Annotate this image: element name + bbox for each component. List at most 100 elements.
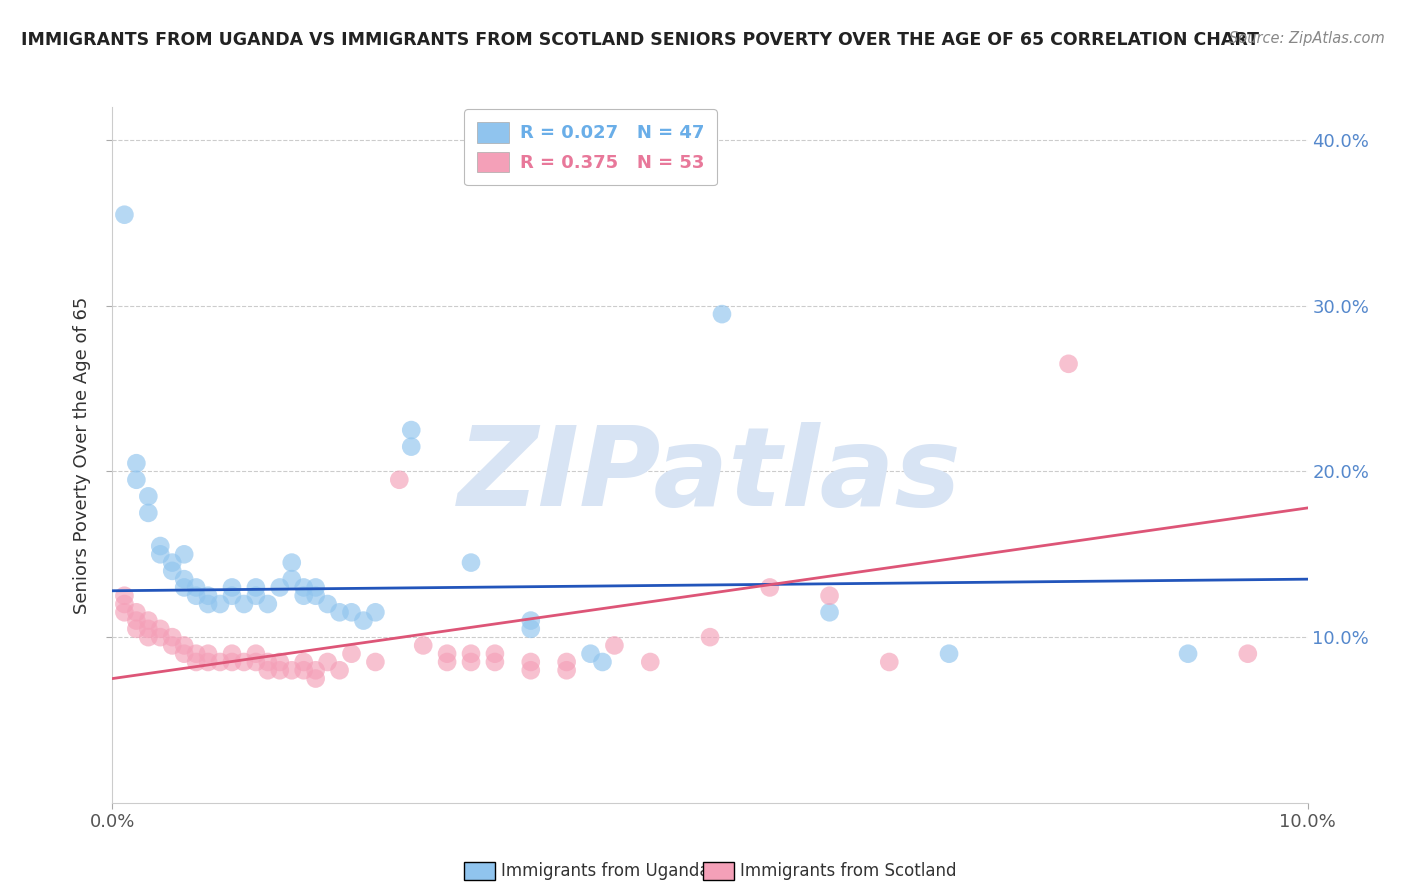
Point xyxy=(114,589,135,603)
Point xyxy=(162,564,183,578)
Point xyxy=(640,655,662,669)
Legend: R = 0.027   N = 47, R = 0.375   N = 53: R = 0.027 N = 47, R = 0.375 N = 53 xyxy=(464,109,717,186)
Point xyxy=(149,630,172,644)
Point xyxy=(138,614,160,628)
Point xyxy=(711,307,734,321)
Point xyxy=(292,655,315,669)
Point xyxy=(555,655,578,669)
Text: ZIPatlas: ZIPatlas xyxy=(458,422,962,529)
Point xyxy=(1057,357,1080,371)
Point xyxy=(520,663,543,677)
Point xyxy=(436,655,458,669)
Point xyxy=(173,581,195,595)
Point xyxy=(114,208,135,222)
Point xyxy=(257,655,280,669)
Point xyxy=(245,589,267,603)
Point xyxy=(257,597,280,611)
Point xyxy=(305,581,328,595)
Point xyxy=(460,655,482,669)
Point xyxy=(257,663,280,677)
Y-axis label: Seniors Poverty Over the Age of 65: Seniors Poverty Over the Age of 65 xyxy=(73,296,91,614)
Text: Immigrants from Scotland: Immigrants from Scotland xyxy=(740,863,956,880)
Point xyxy=(484,647,506,661)
Point xyxy=(305,663,328,677)
Point xyxy=(269,581,291,595)
Point xyxy=(162,630,183,644)
Point xyxy=(388,473,411,487)
Point xyxy=(162,556,183,570)
Point xyxy=(329,663,352,677)
Point xyxy=(401,423,423,437)
Point xyxy=(340,647,363,661)
Point xyxy=(316,655,339,669)
Point xyxy=(221,655,243,669)
Point xyxy=(592,655,614,669)
Point xyxy=(364,605,387,619)
Point xyxy=(555,663,578,677)
Point xyxy=(149,622,172,636)
Point xyxy=(460,556,482,570)
Point xyxy=(1237,647,1260,661)
Point xyxy=(138,489,160,503)
Point xyxy=(138,506,160,520)
Point xyxy=(162,639,183,653)
Point xyxy=(138,622,160,636)
Point xyxy=(186,647,208,661)
Point xyxy=(149,547,172,561)
Point xyxy=(759,581,782,595)
Point xyxy=(197,655,219,669)
Point xyxy=(197,597,219,611)
Point xyxy=(114,597,135,611)
Point xyxy=(938,647,960,661)
Point xyxy=(125,605,148,619)
Point xyxy=(281,572,304,586)
Point xyxy=(699,630,721,644)
Point xyxy=(484,655,506,669)
Point xyxy=(138,630,160,644)
Point xyxy=(173,547,195,561)
Point xyxy=(436,647,458,661)
Point xyxy=(269,655,291,669)
Point xyxy=(221,581,243,595)
Point xyxy=(292,663,315,677)
Point xyxy=(818,605,841,619)
Point xyxy=(281,556,304,570)
Point xyxy=(173,647,195,661)
Point xyxy=(579,647,602,661)
Point xyxy=(245,581,267,595)
Point xyxy=(125,622,148,636)
Point xyxy=(292,581,315,595)
Point xyxy=(233,655,256,669)
Point xyxy=(353,614,375,628)
Point xyxy=(209,655,232,669)
Point xyxy=(520,655,543,669)
Point xyxy=(603,639,626,653)
Point xyxy=(401,440,423,454)
Point xyxy=(340,605,363,619)
Point xyxy=(245,655,267,669)
Point xyxy=(125,473,148,487)
Point xyxy=(186,655,208,669)
Point xyxy=(305,672,328,686)
Point xyxy=(125,614,148,628)
Point xyxy=(186,581,208,595)
Text: Source: ZipAtlas.com: Source: ZipAtlas.com xyxy=(1229,31,1385,46)
Point xyxy=(281,663,304,677)
Point xyxy=(460,647,482,661)
Point xyxy=(125,456,148,470)
Point xyxy=(364,655,387,669)
Point xyxy=(245,647,267,661)
Text: IMMIGRANTS FROM UGANDA VS IMMIGRANTS FROM SCOTLAND SENIORS POVERTY OVER THE AGE : IMMIGRANTS FROM UGANDA VS IMMIGRANTS FRO… xyxy=(21,31,1260,49)
Point xyxy=(149,539,172,553)
Point xyxy=(412,639,434,653)
Point xyxy=(186,589,208,603)
Point xyxy=(520,614,543,628)
Point xyxy=(173,639,195,653)
Point xyxy=(173,572,195,586)
Point xyxy=(269,663,291,677)
Point xyxy=(197,647,219,661)
Point xyxy=(305,589,328,603)
Point xyxy=(114,605,135,619)
Point xyxy=(221,647,243,661)
Point xyxy=(879,655,901,669)
